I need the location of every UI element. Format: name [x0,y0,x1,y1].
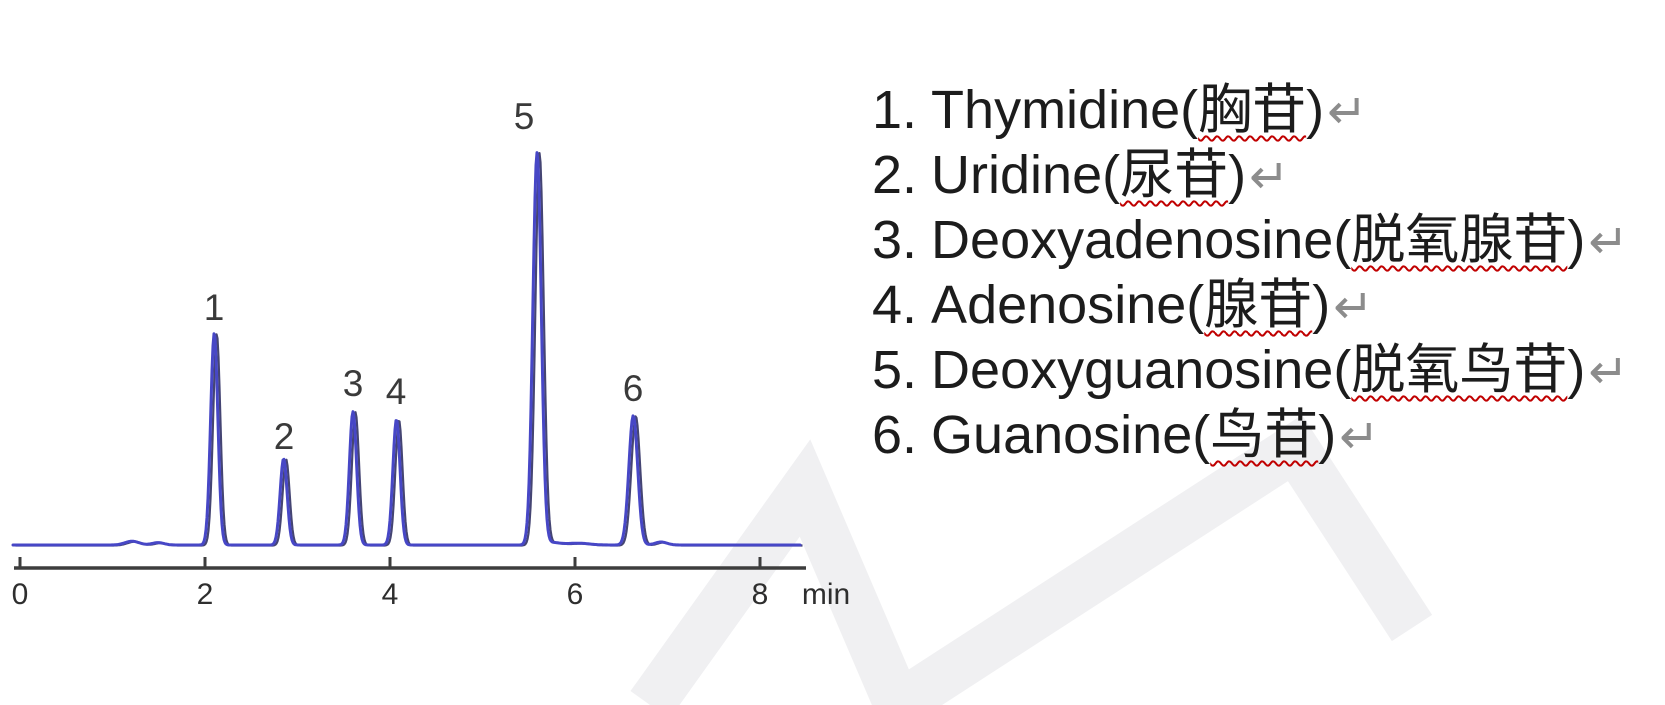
compound-number: 6. [872,405,918,465]
compound-name-zh: 脱氧鸟苷 [1351,340,1568,400]
compound-name-zh: 脱氧腺苷 [1351,210,1568,270]
paren-close: ) [1567,340,1586,400]
paren-close: ) [1228,145,1247,205]
compound-name-en: Deoxyadenosine [931,210,1334,270]
legend-item-5: 5. Deoxyguanosine(脱氧鸟苷)↵ [872,338,1629,403]
compound-name-en: Thymidine [931,80,1181,140]
axis-unit-label: min [802,578,850,611]
paren-open: ( [1333,210,1352,270]
compound-number: 4. [872,275,918,335]
peak-label: 3 [343,363,364,404]
peak-label: 5 [514,96,535,137]
paren-open: ( [1333,340,1352,400]
compound-name-en: Adenosine [931,275,1187,335]
return-mark-icon: ↵ [1249,151,1290,204]
paren-close: ) [1318,405,1337,465]
peak-label: 1 [204,287,225,328]
compound-name-en: Uridine [931,145,1103,205]
trace-shadow [15,152,803,547]
axis-tick-label: 4 [382,578,399,611]
paren-open: ( [1186,275,1205,335]
return-mark-icon: ↵ [1588,346,1629,399]
peak-label: 6 [623,368,644,409]
legend-item-3: 3. Deoxyadenosine(脱氧腺苷)↵ [872,208,1629,273]
peak-label: 2 [274,416,295,457]
compound-name-en: Deoxyguanosine [931,340,1334,400]
chromatogram-trace [11,151,802,547]
axis-tick-label: 2 [197,578,214,611]
compound-name-en: Guanosine [931,405,1193,465]
axis-tick-label: 8 [752,578,769,611]
legend-item-2: 2. Uridine(尿苷)↵ [872,143,1629,208]
return-mark-icon: ↵ [1333,281,1374,334]
legend-item-1: 1. Thymidine(胸苷)↵ [872,78,1629,143]
return-mark-icon: ↵ [1339,411,1380,464]
paren-close: ) [1312,275,1331,335]
legend-item-6: 6. Guanosine(鸟苷)↵ [872,403,1629,468]
compound-legend: 1. Thymidine(胸苷)↵ 2. Uridine(尿苷)↵ 3. Deoxya… [872,78,1629,468]
compound-name-zh: 腺苷 [1204,275,1313,335]
compound-number: 1. [872,80,918,140]
compound-name-zh: 胸苷 [1198,80,1307,140]
paren-close: ) [1567,210,1586,270]
paren-open: ( [1180,80,1199,140]
peak-label: 4 [386,371,407,412]
compound-number: 5. [872,340,918,400]
return-mark-icon: ↵ [1327,86,1368,139]
paren-open: ( [1192,405,1211,465]
compound-number: 3. [872,210,918,270]
watermark-letter-m [630,414,1433,705]
paren-close: ) [1306,80,1325,140]
legend-item-4: 4. Adenosine(腺苷)↵ [872,273,1629,338]
compound-name-zh: 尿苷 [1120,145,1229,205]
axis-tick-label: 0 [12,578,29,611]
paren-open: ( [1102,145,1121,205]
axis-tick-label: 6 [567,578,584,611]
compound-name-zh: 鸟苷 [1210,405,1319,465]
return-mark-icon: ↵ [1588,216,1629,269]
compound-number: 2. [872,145,918,205]
